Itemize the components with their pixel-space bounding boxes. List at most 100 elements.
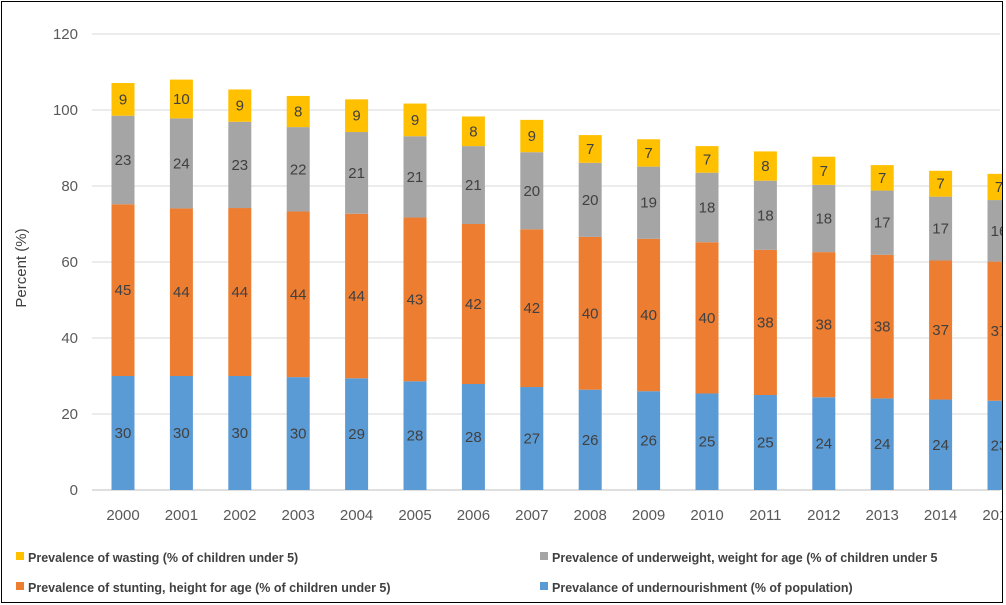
- data-label-2008-series-1: 26: [582, 432, 599, 449]
- bar-2005-series-2: [403, 217, 427, 382]
- x-tick-label-2002: 2002: [223, 507, 256, 524]
- data-label-2009-series-2: 40: [640, 307, 657, 324]
- data-label-2009-series-3: 19: [640, 195, 657, 212]
- data-label-2003-series-4: 8: [294, 104, 302, 121]
- x-tick-label-2001: 2001: [165, 507, 198, 524]
- data-labels: 30 45 23 9 30 44 24 10 30 44 23 9 30 44 22 8 29 44 21 9 28 43…: [115, 91, 1003, 454]
- data-label-2007-series-2: 42: [523, 300, 540, 317]
- bar-2010-series-4: [695, 146, 719, 173]
- data-label-2001-series-4: 10: [173, 91, 190, 108]
- bar-2002-series-2: [228, 208, 252, 376]
- bar-2001-series-2: [169, 208, 193, 376]
- y-tick-label-40: 40: [61, 330, 78, 347]
- bar-2000-series-3: [111, 115, 135, 205]
- bar-2014-series-3: [929, 196, 953, 261]
- data-label-2001-series-2: 44: [173, 284, 190, 301]
- bar-2005-series-4: [403, 103, 427, 137]
- data-label-2004-series-3: 21: [348, 165, 365, 182]
- data-label-2013-series-1: 24: [874, 436, 891, 453]
- bar-2013-series-4: [870, 165, 894, 191]
- x-tick-label-2009: 2009: [632, 507, 665, 524]
- y-axis-label: Percent (%): [13, 228, 30, 307]
- legend-entry-1: Prevalance of undernourishment (% of pop…: [552, 581, 853, 595]
- legend-entry-3: Prevalence of underweight, weight for ag…: [552, 551, 938, 565]
- data-label-2000-series-2: 45: [115, 282, 132, 299]
- data-label-2000-series-4: 9: [119, 91, 127, 108]
- bar-2001-series-1: [169, 376, 193, 490]
- bar-2009-series-3: [637, 166, 661, 239]
- legend-swatch-3: [540, 552, 548, 560]
- data-label-2000-series-1: 30: [115, 425, 132, 442]
- bar-2008-series-2: [578, 236, 602, 390]
- data-label-2014-series-3: 17: [932, 221, 949, 238]
- bar-2006-series-2: [461, 224, 485, 384]
- data-label-2014-series-2: 37: [932, 322, 949, 339]
- data-label-2005-series-3: 21: [407, 169, 424, 186]
- data-label-2005-series-4: 9: [411, 112, 419, 129]
- bar-2004-series-2: [345, 213, 369, 379]
- data-label-2008-series-2: 40: [582, 305, 599, 322]
- bar-2005-series-3: [403, 136, 427, 218]
- bar-2008-series-1: [578, 389, 602, 490]
- data-label-2005-series-2: 43: [407, 291, 424, 308]
- y-tick-label-20: 20: [61, 406, 78, 423]
- data-label-2003-series-2: 44: [290, 286, 307, 303]
- bar-2007-series-2: [520, 229, 544, 388]
- bar-2014-series-1: [929, 399, 953, 490]
- x-tick-label-2006: 2006: [457, 507, 490, 524]
- data-label-2015-series-2: 37: [991, 323, 1003, 340]
- legend-swatch-1: [540, 582, 548, 590]
- data-label-2004-series-4: 9: [352, 108, 360, 125]
- bar-2003-series-1: [286, 377, 310, 490]
- bar-2015-series-2: [987, 261, 1002, 401]
- data-label-2012-series-3: 18: [815, 210, 832, 227]
- data-label-2010-series-1: 25: [699, 434, 716, 451]
- bar-2010-series-1: [695, 393, 719, 490]
- data-label-2012-series-4: 7: [820, 163, 828, 180]
- y-tick-label-120: 120: [53, 26, 78, 43]
- data-label-2005-series-1: 28: [407, 428, 424, 445]
- x-tick-label-2013: 2013: [866, 507, 899, 524]
- bar-2009-series-1: [637, 391, 661, 490]
- data-label-2011-series-4: 8: [761, 158, 769, 175]
- bar-2014-series-4: [929, 170, 953, 197]
- legend: Prevalence of wasting (% of children und…: [16, 551, 938, 595]
- data-label-2011-series-3: 18: [757, 207, 774, 224]
- x-tick-label-2012: 2012: [807, 507, 840, 524]
- bar-2011-series-1: [753, 395, 777, 490]
- data-label-2002-series-4: 9: [236, 98, 244, 115]
- bar-2002-series-1: [228, 376, 252, 490]
- data-label-2007-series-4: 9: [528, 128, 536, 145]
- bar-2014-series-2: [929, 260, 953, 400]
- data-label-2012-series-1: 24: [815, 436, 832, 453]
- y-axis-ticks: 0 20 40 60 80 100 120: [53, 26, 78, 499]
- bar-2015-series-4: [987, 173, 1002, 201]
- data-label-2011-series-1: 25: [757, 435, 774, 452]
- bar-2013-series-2: [870, 254, 894, 399]
- data-label-2004-series-2: 44: [348, 288, 365, 305]
- bar-2009-series-2: [637, 238, 661, 392]
- bar-2000-series-4: [111, 83, 135, 116]
- data-label-2013-series-2: 38: [874, 319, 891, 336]
- data-label-2010-series-3: 18: [699, 199, 716, 216]
- bar-2002-series-3: [228, 121, 252, 209]
- bar-2007-series-4: [520, 119, 544, 153]
- data-label-2006-series-1: 28: [465, 429, 482, 446]
- data-label-2015-series-3: 16: [991, 223, 1003, 240]
- data-label-2014-series-4: 7: [936, 176, 944, 193]
- data-label-2006-series-4: 8: [469, 123, 477, 140]
- bar-2008-series-4: [578, 135, 602, 163]
- data-label-2004-series-1: 29: [348, 426, 365, 443]
- bar-2000-series-1: [111, 376, 135, 490]
- x-tick-label-2000: 2000: [106, 507, 139, 524]
- data-label-2009-series-1: 26: [640, 433, 657, 450]
- data-label-2008-series-3: 20: [582, 192, 599, 209]
- bar-2011-series-2: [753, 249, 777, 395]
- legend-entry-4: Prevalence of wasting (% of children und…: [28, 551, 298, 565]
- bar-2013-series-3: [870, 190, 894, 255]
- bar-2000-series-2: [111, 204, 135, 376]
- data-label-2003-series-1: 30: [290, 426, 307, 443]
- x-tick-label-2003: 2003: [282, 507, 315, 524]
- bar-2003-series-4: [286, 95, 310, 128]
